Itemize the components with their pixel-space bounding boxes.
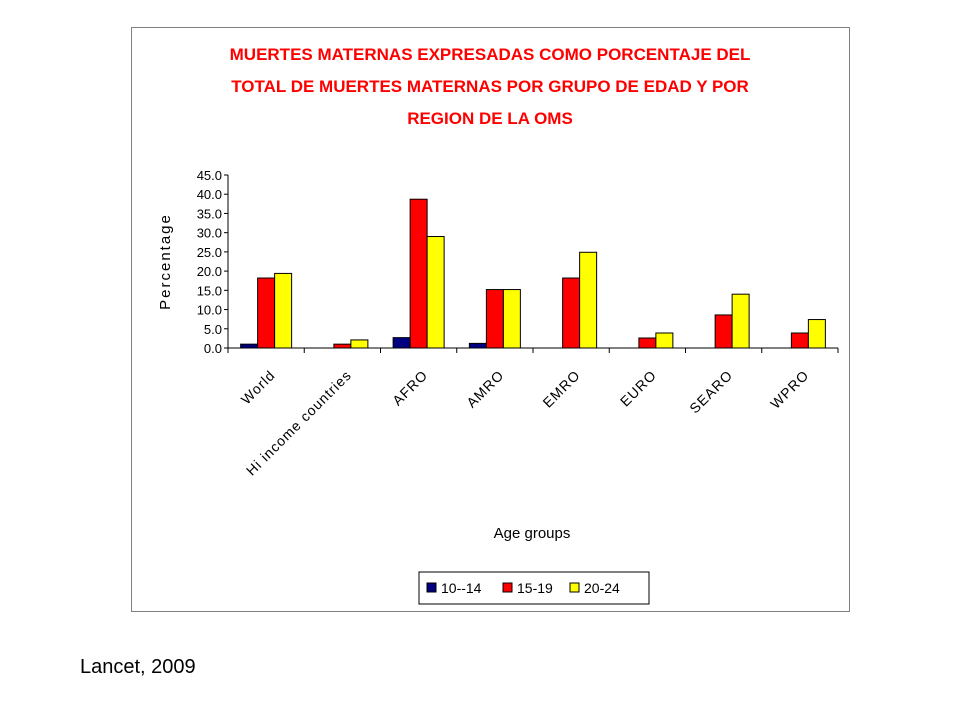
bar-15-19-SEARO [714,314,733,349]
y-tick-label: 40.0 [197,187,222,202]
legend-swatch-10--14 [426,582,437,593]
bar-15-19-Hi income countries [333,343,352,349]
x-tick-label: World [238,367,279,408]
chart-title-line: REGION DE LA OMS [407,109,573,128]
legend-label: 15-19 [517,580,553,596]
y-tick-label: 30.0 [197,226,222,241]
y-tick-label: 35.0 [197,206,222,221]
x-tick-label: EURO [617,367,660,410]
legend-label: 20-24 [584,580,620,596]
y-axis-label: Percentage [157,213,174,310]
x-tick-label: EMRO [539,367,583,411]
x-tick-label: AMRO [463,367,507,411]
y-tick-label: 45.0 [197,168,222,183]
bar-20-24-WPRO [807,319,826,349]
legend-swatch-20-24 [569,582,580,593]
bar-15-19-AMRO [485,289,504,349]
bar-20-24-SEARO [731,293,750,349]
bar-15-19-EMRO [562,277,581,349]
chart-title-line: TOTAL DE MUERTES MATERNAS POR GRUPO DE E… [231,77,749,96]
bar-chart: MUERTES MATERNAS EXPRESADAS COMO PORCENT… [157,45,839,605]
x-tick-label: SEARO [686,367,736,417]
y-tick-label: 15.0 [197,283,222,298]
bar-15-19-EURO [638,337,657,349]
bar-10--14-AFRO [392,337,411,349]
y-tick-label: 20.0 [197,264,222,279]
legend-box [418,571,650,605]
bar-20-24-AFRO [426,236,445,349]
bar-15-19-World [257,277,276,349]
bar-10--14-AMRO [468,342,487,349]
citation: Lancet, 2009 [80,656,196,678]
bar-20-24-EMRO [579,251,598,349]
chart-frame: MUERTES MATERNAS EXPRESADAS COMO PORCENT… [131,27,850,612]
y-tick-label: 25.0 [197,245,222,260]
bar-20-24-Hi income countries [350,339,369,349]
bar-15-19-WPRO [790,332,809,349]
y-tick-label: 10.0 [197,303,222,318]
chart-title-line: MUERTES MATERNAS EXPRESADAS COMO PORCENT… [230,45,751,64]
y-axis: 0.0 5.0 10.0 15.0 20.0 25.0 30.0 35.0 40.0 45.0 Pe… [157,168,229,356]
bars [240,198,826,349]
bar-10--14-World [240,343,259,349]
bar-20-24-EURO [655,332,674,349]
y-tick-label: 0.0 [204,341,222,356]
bar-20-24-World [274,272,293,349]
bar-20-24-AMRO [502,289,521,349]
legend-label: 10--14 [441,580,482,596]
legend: 10--14 15-19 20-24 [418,571,650,605]
x-tick-label: AFRO [389,367,431,409]
chart-title: MUERTES MATERNAS EXPRESADAS COMO PORCENT… [230,45,751,128]
x-axis-label: Age groups [494,525,571,542]
bar-15-19-AFRO [409,198,428,349]
y-tick-label: 5.0 [204,322,222,337]
x-tick-label: WPRO [767,367,812,412]
legend-swatch-15-19 [502,582,513,593]
